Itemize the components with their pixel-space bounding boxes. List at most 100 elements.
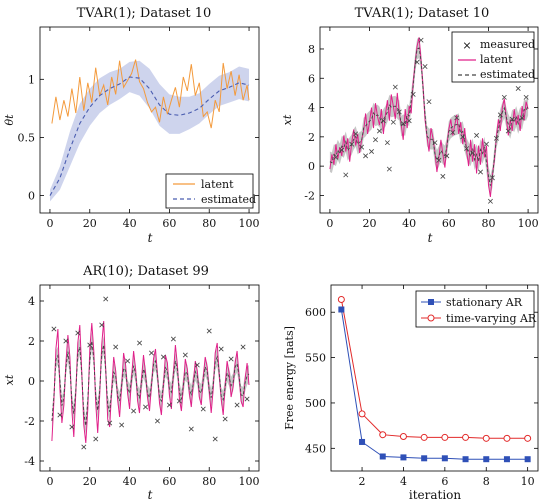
cross-stroke — [160, 354, 166, 360]
measured-point — [200, 406, 206, 412]
measured-point — [454, 115, 460, 121]
measured-point — [410, 91, 416, 97]
cross-stroke — [206, 328, 212, 334]
cross-stroke — [333, 154, 339, 160]
cross-stroke — [422, 64, 428, 70]
cross-stroke — [384, 140, 390, 146]
cross-stroke — [519, 115, 525, 121]
measured-point — [501, 94, 507, 100]
panel2-xlabel: t — [428, 231, 433, 245]
x-tick-label: 40 — [402, 217, 416, 230]
cross-stroke — [400, 121, 406, 127]
panel1-frame — [39, 26, 260, 214]
measured-point — [113, 344, 119, 350]
cross-stroke — [501, 94, 507, 100]
cross-stroke — [396, 109, 402, 115]
panel4-marks — [337, 296, 532, 463]
cross-stroke — [87, 342, 93, 348]
cross-stroke — [353, 131, 359, 137]
cross-stroke — [426, 99, 432, 105]
measured-point — [519, 115, 525, 121]
cross-stroke — [222, 416, 228, 422]
panel1-marks — [49, 59, 250, 202]
panel2-frame — [319, 26, 539, 214]
time-varying-point — [482, 434, 490, 442]
panel1-title: TVAR(1); Dataset 10 — [77, 6, 212, 21]
cross-stroke — [464, 146, 470, 152]
cross-stroke — [478, 169, 484, 175]
y-tick-label: 0 — [28, 375, 35, 388]
time-varying-point — [358, 410, 366, 418]
panel3-marks — [51, 296, 250, 450]
cross-stroke — [99, 322, 105, 328]
cross-stroke — [200, 406, 206, 412]
measured-point — [119, 422, 125, 428]
cross-stroke — [454, 115, 460, 121]
panel3-ticks: 0 20 40 60 80 100 -4 -2 0 2 4 — [24, 285, 260, 488]
measured-point — [143, 404, 149, 410]
stationary-point — [379, 453, 386, 460]
cross-stroke — [460, 134, 466, 140]
cross-stroke — [470, 150, 476, 156]
x-tick-label: 0 — [46, 475, 53, 488]
stationary-point — [400, 454, 407, 461]
cross-stroke — [406, 118, 412, 124]
measured-point — [87, 342, 93, 348]
panel1-ticks: 0 20 40 60 80 100 0 0.5 1 — [18, 27, 260, 230]
measured-point — [464, 146, 470, 152]
measured-point — [386, 166, 392, 172]
panel2-ticks: 0 20 40 60 80 100 -2 0 2 4 6 8 — [304, 27, 539, 230]
x-tick-label: 100 — [239, 475, 260, 488]
estimated-band — [329, 37, 529, 196]
measured-point — [63, 338, 69, 344]
measured-point — [353, 131, 359, 137]
panel4-legend-stationary: stationary AR — [446, 296, 523, 309]
stationary-point — [421, 455, 428, 462]
panel4-ticks: 2 4 6 8 10 450 500 550 600 — [305, 285, 538, 488]
measured-point — [373, 137, 378, 143]
measured-point — [392, 84, 398, 90]
cross-stroke — [69, 424, 75, 430]
measured-point — [406, 118, 412, 124]
cross-stroke — [380, 118, 386, 124]
measured-point — [69, 424, 75, 430]
measured-point — [228, 356, 234, 362]
measured-point — [51, 326, 57, 332]
estimated-line — [51, 340, 250, 426]
cross-stroke — [410, 91, 416, 97]
panel2-legend-latent: latent — [480, 53, 513, 66]
stationary-point — [441, 455, 448, 462]
y-tick-label: 2 — [28, 335, 35, 348]
x-tick-label: 0 — [326, 217, 333, 230]
cross-stroke — [493, 135, 499, 141]
panel4-frame — [330, 284, 539, 472]
x-tick-label: 60 — [442, 217, 456, 230]
time-varying-point — [420, 433, 428, 441]
measured-point — [349, 141, 355, 147]
x-tick-label: 6 — [441, 475, 448, 488]
measured-point — [188, 426, 194, 432]
panel3-xlabel: t — [148, 488, 153, 502]
measured-point — [515, 86, 521, 91]
y-tick-label: -2 — [304, 189, 315, 202]
panel2-ylabel: xt — [281, 114, 294, 125]
cross-stroke — [131, 408, 137, 414]
x-tick-label: 10 — [521, 475, 535, 488]
x-tick-label: 20 — [83, 217, 97, 230]
y-tick-label: 1 — [28, 73, 35, 86]
measured-point — [81, 444, 87, 450]
measured-point — [363, 153, 369, 159]
cross-stroke — [228, 356, 234, 362]
measured-point — [170, 336, 176, 342]
cross-stroke — [515, 86, 521, 91]
time-varying-point — [337, 296, 345, 304]
cross-stroke — [244, 396, 250, 402]
panel4-legend-box — [415, 290, 535, 328]
measured-point — [450, 129, 456, 135]
measured-point — [75, 330, 81, 336]
measured-point — [426, 99, 432, 105]
measured-point — [240, 344, 246, 350]
measured-point — [166, 402, 172, 408]
x-tick-label: 60 — [162, 217, 176, 230]
stationary-point — [359, 438, 366, 445]
